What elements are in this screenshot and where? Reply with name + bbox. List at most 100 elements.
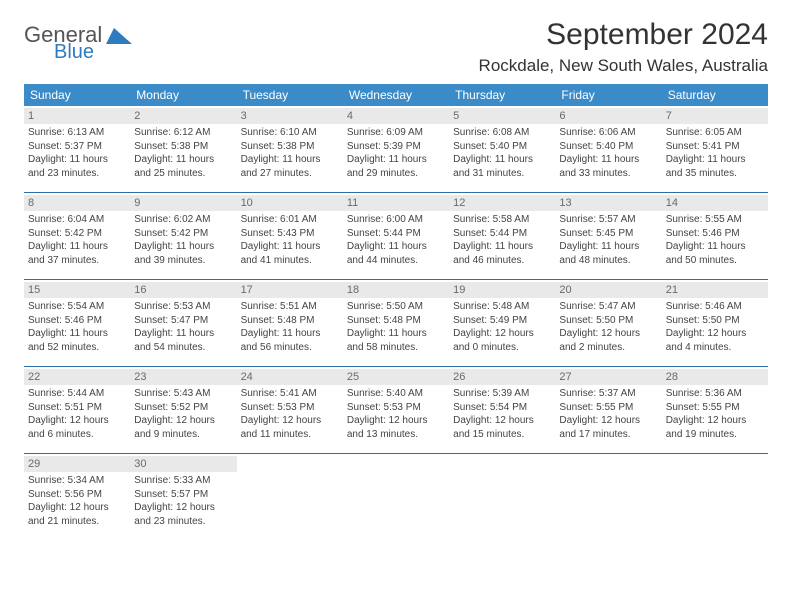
day-number: 15: [24, 282, 130, 298]
daylight-line2: and 9 minutes.: [134, 428, 232, 442]
day-number: 5: [449, 108, 555, 124]
day-number: 7: [662, 108, 768, 124]
logo: General Blue: [24, 18, 132, 62]
weekday-wednesday: Wednesday: [343, 84, 449, 106]
sunset-text: Sunset: 5:47 PM: [134, 314, 232, 328]
sunrise-text: Sunrise: 6:09 AM: [347, 126, 445, 140]
daylight-line2: and 2 minutes.: [559, 341, 657, 355]
calendar-body: 1Sunrise: 6:13 AMSunset: 5:37 PMDaylight…: [24, 106, 768, 540]
daylight-line2: and 23 minutes.: [28, 167, 126, 181]
calendar-cell-empty: [343, 454, 449, 540]
calendar-cell: 8Sunrise: 6:04 AMSunset: 5:42 PMDaylight…: [24, 193, 130, 279]
calendar-week: 1Sunrise: 6:13 AMSunset: 5:37 PMDaylight…: [24, 106, 768, 193]
calendar-cell-empty: [555, 454, 661, 540]
sunset-text: Sunset: 5:44 PM: [347, 227, 445, 241]
sunrise-text: Sunrise: 5:50 AM: [347, 300, 445, 314]
sunrise-text: Sunrise: 6:04 AM: [28, 213, 126, 227]
daylight-line1: Daylight: 12 hours: [241, 414, 339, 428]
calendar-cell: 21Sunrise: 5:46 AMSunset: 5:50 PMDayligh…: [662, 280, 768, 366]
day-number: 12: [449, 195, 555, 211]
day-number: 19: [449, 282, 555, 298]
sunrise-text: Sunrise: 5:33 AM: [134, 474, 232, 488]
daylight-line1: Daylight: 11 hours: [28, 327, 126, 341]
sunrise-text: Sunrise: 5:54 AM: [28, 300, 126, 314]
weekday-tuesday: Tuesday: [237, 84, 343, 106]
day-number: 4: [343, 108, 449, 124]
calendar-week: 8Sunrise: 6:04 AMSunset: 5:42 PMDaylight…: [24, 193, 768, 280]
calendar-cell: 11Sunrise: 6:00 AMSunset: 5:44 PMDayligh…: [343, 193, 449, 279]
sunset-text: Sunset: 5:37 PM: [28, 140, 126, 154]
daylight-line2: and 11 minutes.: [241, 428, 339, 442]
calendar-week: 15Sunrise: 5:54 AMSunset: 5:46 PMDayligh…: [24, 280, 768, 367]
day-number: 16: [130, 282, 236, 298]
daylight-line1: Daylight: 12 hours: [666, 414, 764, 428]
calendar-cell: 25Sunrise: 5:40 AMSunset: 5:53 PMDayligh…: [343, 367, 449, 453]
sunrise-text: Sunrise: 5:44 AM: [28, 387, 126, 401]
weekday-header: Sunday Monday Tuesday Wednesday Thursday…: [24, 84, 768, 106]
daylight-line1: Daylight: 12 hours: [559, 414, 657, 428]
daylight-line1: Daylight: 11 hours: [666, 153, 764, 167]
day-number: 9: [130, 195, 236, 211]
day-number: 1: [24, 108, 130, 124]
sunrise-text: Sunrise: 6:05 AM: [666, 126, 764, 140]
day-number: 24: [237, 369, 343, 385]
day-number: 26: [449, 369, 555, 385]
sunset-text: Sunset: 5:45 PM: [559, 227, 657, 241]
calendar-cell-empty: [449, 454, 555, 540]
calendar-cell: 22Sunrise: 5:44 AMSunset: 5:51 PMDayligh…: [24, 367, 130, 453]
day-number: 14: [662, 195, 768, 211]
sunset-text: Sunset: 5:42 PM: [134, 227, 232, 241]
day-number: 10: [237, 195, 343, 211]
daylight-line2: and 13 minutes.: [347, 428, 445, 442]
title-block: September 2024 Rockdale, New South Wales…: [479, 18, 768, 76]
sunrise-text: Sunrise: 6:13 AM: [28, 126, 126, 140]
sunset-text: Sunset: 5:55 PM: [559, 401, 657, 415]
day-number: 11: [343, 195, 449, 211]
sunset-text: Sunset: 5:56 PM: [28, 488, 126, 502]
daylight-line1: Daylight: 11 hours: [347, 327, 445, 341]
daylight-line1: Daylight: 11 hours: [241, 327, 339, 341]
month-title: September 2024: [479, 18, 768, 52]
daylight-line2: and 58 minutes.: [347, 341, 445, 355]
daylight-line1: Daylight: 11 hours: [28, 153, 126, 167]
sunset-text: Sunset: 5:41 PM: [666, 140, 764, 154]
sunrise-text: Sunrise: 5:48 AM: [453, 300, 551, 314]
sunrise-text: Sunrise: 5:55 AM: [666, 213, 764, 227]
day-number: 17: [237, 282, 343, 298]
calendar-cell: 14Sunrise: 5:55 AMSunset: 5:46 PMDayligh…: [662, 193, 768, 279]
daylight-line2: and 39 minutes.: [134, 254, 232, 268]
calendar-cell: 13Sunrise: 5:57 AMSunset: 5:45 PMDayligh…: [555, 193, 661, 279]
day-number: 3: [237, 108, 343, 124]
calendar-cell: 29 Sunrise: 5:34 AMSunset: 5:56 PMDayligh…: [24, 454, 130, 540]
day-number: 21: [662, 282, 768, 298]
day-number: 6: [555, 108, 661, 124]
page-header: General Blue September 2024 Rockdale, Ne…: [24, 18, 768, 76]
sunset-text: Sunset: 5:43 PM: [241, 227, 339, 241]
daylight-line1: Daylight: 12 hours: [666, 327, 764, 341]
sunrise-text: Sunrise: 5:34 AM: [28, 474, 126, 488]
weekday-thursday: Thursday: [449, 84, 555, 106]
daylight-line1: Daylight: 11 hours: [347, 153, 445, 167]
sunset-text: Sunset: 5:40 PM: [559, 140, 657, 154]
day-number: 29: [24, 456, 130, 472]
daylight-line2: and 33 minutes.: [559, 167, 657, 181]
daylight-line2: and 21 minutes.: [28, 515, 126, 529]
daylight-line2: and 41 minutes.: [241, 254, 339, 268]
daylight-line2: and 52 minutes.: [28, 341, 126, 355]
daylight-line2: and 23 minutes.: [134, 515, 232, 529]
daylight-line1: Daylight: 11 hours: [453, 240, 551, 254]
day-number: 23: [130, 369, 236, 385]
daylight-line2: and 19 minutes.: [666, 428, 764, 442]
calendar-cell: 6Sunrise: 6:06 AMSunset: 5:40 PMDaylight…: [555, 106, 661, 192]
daylight-line1: Daylight: 12 hours: [559, 327, 657, 341]
sunset-text: Sunset: 5:57 PM: [134, 488, 232, 502]
calendar-cell: 16Sunrise: 5:53 AMSunset: 5:47 PMDayligh…: [130, 280, 236, 366]
sunset-text: Sunset: 5:50 PM: [559, 314, 657, 328]
daylight-line2: and 0 minutes.: [453, 341, 551, 355]
daylight-line1: Daylight: 12 hours: [28, 501, 126, 515]
daylight-line1: Daylight: 12 hours: [134, 414, 232, 428]
day-number: 25: [343, 369, 449, 385]
sunset-text: Sunset: 5:50 PM: [666, 314, 764, 328]
calendar-week: 29 Sunrise: 5:34 AMSunset: 5:56 PMDayligh…: [24, 454, 768, 540]
calendar-cell: 12Sunrise: 5:58 AMSunset: 5:44 PMDayligh…: [449, 193, 555, 279]
